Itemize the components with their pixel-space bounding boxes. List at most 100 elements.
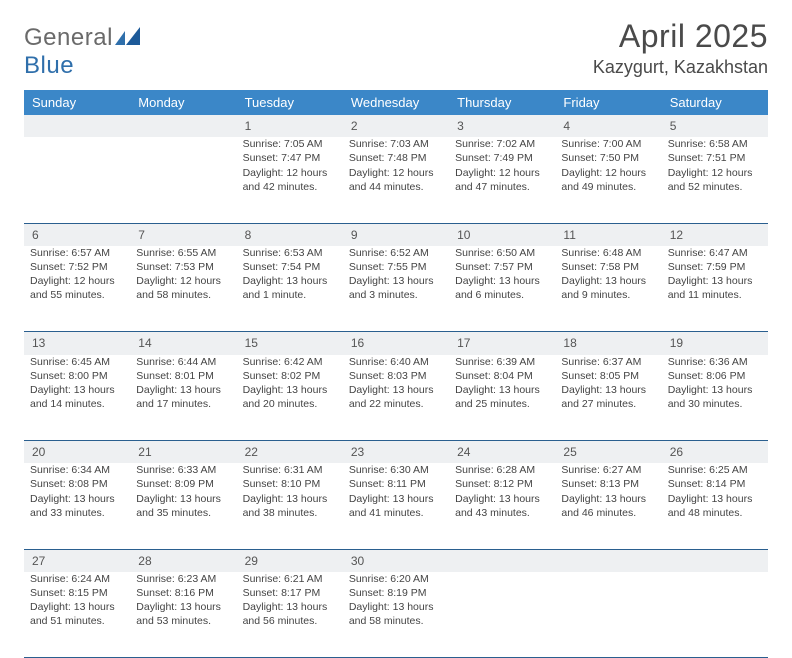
sunrise-text: Sunrise: 6:24 AM — [30, 572, 124, 586]
daylight-text: Daylight: 13 hours — [455, 274, 549, 288]
day-number: 26 — [662, 441, 768, 463]
day-number: 30 — [343, 550, 449, 572]
day-number: 6 — [24, 224, 130, 246]
daylight-text: and 9 minutes. — [561, 288, 655, 302]
week-row: Sunrise: 7:05 AMSunset: 7:47 PMDaylight:… — [24, 137, 768, 223]
sunset-text: Sunset: 7:54 PM — [243, 260, 337, 274]
sunrise-text: Sunrise: 7:00 AM — [561, 137, 655, 151]
day-number: 1 — [237, 115, 343, 137]
daylight-text: Daylight: 13 hours — [668, 274, 762, 288]
day-cell: Sunrise: 7:05 AMSunset: 7:47 PMDaylight:… — [237, 137, 343, 223]
day-number: 23 — [343, 441, 449, 463]
sunset-text: Sunset: 8:10 PM — [243, 477, 337, 491]
sunrise-text: Sunrise: 6:53 AM — [243, 246, 337, 260]
daylight-text: Daylight: 13 hours — [136, 383, 230, 397]
daynum-cell: 16 — [343, 332, 449, 355]
sunrise-text: Sunrise: 6:23 AM — [136, 572, 230, 586]
sunset-text: Sunset: 7:50 PM — [561, 151, 655, 165]
daylight-text: Daylight: 13 hours — [668, 383, 762, 397]
day-cell: Sunrise: 6:39 AMSunset: 8:04 PMDaylight:… — [449, 355, 555, 441]
day-cell: Sunrise: 6:21 AMSunset: 8:17 PMDaylight:… — [237, 572, 343, 658]
day-cell: Sunrise: 6:50 AMSunset: 7:57 PMDaylight:… — [449, 246, 555, 332]
sunset-text: Sunset: 8:05 PM — [561, 369, 655, 383]
sunset-text: Sunset: 8:16 PM — [136, 586, 230, 600]
month-title: April 2025 — [593, 18, 768, 55]
daynum-cell — [24, 115, 130, 137]
weekday-header: Sunday — [24, 90, 130, 115]
daylight-text: Daylight: 13 hours — [349, 492, 443, 506]
daylight-text: and 30 minutes. — [668, 397, 762, 411]
sunset-text: Sunset: 7:52 PM — [30, 260, 124, 274]
sunset-text: Sunset: 8:19 PM — [349, 586, 443, 600]
sunrise-text: Sunrise: 6:33 AM — [136, 463, 230, 477]
daylight-text: and 51 minutes. — [30, 614, 124, 628]
daylight-text: Daylight: 13 hours — [30, 600, 124, 614]
daynum-cell: 19 — [662, 332, 768, 355]
daylight-text: and 35 minutes. — [136, 506, 230, 520]
daylight-text: and 11 minutes. — [668, 288, 762, 302]
daynum-cell: 15 — [237, 332, 343, 355]
day-number: 28 — [130, 550, 236, 572]
day-cell: Sunrise: 7:02 AMSunset: 7:49 PMDaylight:… — [449, 137, 555, 223]
sunset-text: Sunset: 7:57 PM — [455, 260, 549, 274]
sunrise-text: Sunrise: 6:28 AM — [455, 463, 549, 477]
sunrise-text: Sunrise: 6:39 AM — [455, 355, 549, 369]
daylight-text: and 22 minutes. — [349, 397, 443, 411]
sunrise-text: Sunrise: 6:44 AM — [136, 355, 230, 369]
daynum-cell: 5 — [662, 115, 768, 137]
sunset-text: Sunset: 8:12 PM — [455, 477, 549, 491]
daylight-text: and 1 minute. — [243, 288, 337, 302]
sunset-text: Sunset: 7:47 PM — [243, 151, 337, 165]
daynum-cell — [662, 549, 768, 572]
week-row: Sunrise: 6:57 AMSunset: 7:52 PMDaylight:… — [24, 246, 768, 332]
daylight-text: and 25 minutes. — [455, 397, 549, 411]
daylight-text: and 47 minutes. — [455, 180, 549, 194]
daylight-text: and 14 minutes. — [30, 397, 124, 411]
day-number: 13 — [24, 332, 130, 354]
daylight-text: and 38 minutes. — [243, 506, 337, 520]
daylight-text: Daylight: 12 hours — [668, 166, 762, 180]
day-number: 10 — [449, 224, 555, 246]
day-number: 15 — [237, 332, 343, 354]
sunset-text: Sunset: 7:59 PM — [668, 260, 762, 274]
daylight-text: Daylight: 13 hours — [455, 492, 549, 506]
daylight-text: and 41 minutes. — [349, 506, 443, 520]
weekday-header: Thursday — [449, 90, 555, 115]
day-number — [449, 550, 555, 572]
calendar-body: 12345Sunrise: 7:05 AMSunset: 7:47 PMDayl… — [24, 115, 768, 658]
sunrise-text: Sunrise: 6:58 AM — [668, 137, 762, 151]
day-cell: Sunrise: 6:25 AMSunset: 8:14 PMDaylight:… — [662, 463, 768, 549]
daynum-cell: 9 — [343, 223, 449, 246]
sunrise-text: Sunrise: 6:31 AM — [243, 463, 337, 477]
daylight-text: Daylight: 13 hours — [136, 600, 230, 614]
day-cell: Sunrise: 6:55 AMSunset: 7:53 PMDaylight:… — [130, 246, 236, 332]
day-cell: Sunrise: 6:33 AMSunset: 8:09 PMDaylight:… — [130, 463, 236, 549]
daynum-cell: 13 — [24, 332, 130, 355]
sunrise-text: Sunrise: 6:34 AM — [30, 463, 124, 477]
calendar-page: General Blue April 2025 Kazygurt, Kazakh… — [0, 0, 792, 612]
day-number: 17 — [449, 332, 555, 354]
location: Kazygurt, Kazakhstan — [593, 57, 768, 78]
daynum-cell: 23 — [343, 441, 449, 464]
daynum-cell: 12 — [662, 223, 768, 246]
sunrise-text: Sunrise: 6:20 AM — [349, 572, 443, 586]
sunrise-text: Sunrise: 6:50 AM — [455, 246, 549, 260]
day-number — [662, 550, 768, 572]
daynum-cell: 20 — [24, 441, 130, 464]
sunset-text: Sunset: 7:51 PM — [668, 151, 762, 165]
daylight-text: and 55 minutes. — [30, 288, 124, 302]
sunrise-text: Sunrise: 6:48 AM — [561, 246, 655, 260]
day-cell: Sunrise: 6:23 AMSunset: 8:16 PMDaylight:… — [130, 572, 236, 658]
daynum-cell: 14 — [130, 332, 236, 355]
daylight-text: and 20 minutes. — [243, 397, 337, 411]
daylight-text: Daylight: 13 hours — [136, 492, 230, 506]
daylight-text: Daylight: 13 hours — [349, 274, 443, 288]
day-cell — [662, 572, 768, 658]
daynum-row: 13141516171819 — [24, 332, 768, 355]
daylight-text: and 58 minutes. — [349, 614, 443, 628]
daynum-cell: 17 — [449, 332, 555, 355]
day-number — [24, 115, 130, 137]
daynum-cell: 21 — [130, 441, 236, 464]
sunset-text: Sunset: 8:17 PM — [243, 586, 337, 600]
day-cell: Sunrise: 6:31 AMSunset: 8:10 PMDaylight:… — [237, 463, 343, 549]
